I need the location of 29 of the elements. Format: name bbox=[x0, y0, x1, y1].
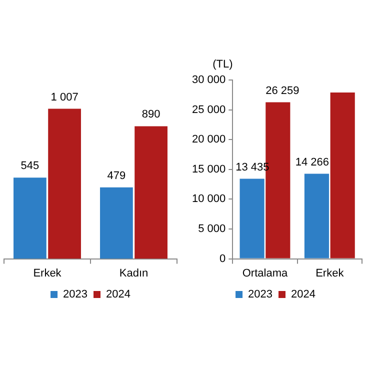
y-tick-label: 15 000 bbox=[192, 163, 226, 176]
bar bbox=[240, 178, 264, 258]
y-tick-label: 30 000 bbox=[192, 74, 226, 86]
data-label: 1 007 bbox=[50, 91, 78, 104]
legend-label: 2023 bbox=[63, 288, 88, 301]
y-axis-title: (TL) bbox=[212, 58, 233, 71]
legend-label: 2023 bbox=[248, 288, 273, 301]
bar bbox=[330, 92, 355, 258]
data-label: 890 bbox=[142, 108, 160, 121]
bar bbox=[48, 108, 81, 259]
data-label: 545 bbox=[20, 160, 40, 172]
x-tick-label: Erkek bbox=[33, 267, 62, 280]
x-tick-label: Erkek bbox=[316, 267, 344, 280]
x-tick-label: Ortalama bbox=[242, 267, 288, 280]
data-label: 26 259 bbox=[266, 84, 300, 97]
legend-label: 2024 bbox=[106, 288, 130, 301]
x-tick-label: Kadın bbox=[119, 267, 148, 280]
y-tick-label: 10 000 bbox=[192, 193, 226, 206]
legend-label: 2024 bbox=[291, 288, 316, 301]
y-tick-label: 5 000 bbox=[198, 223, 226, 236]
bar bbox=[100, 187, 133, 259]
data-label: 14 266 bbox=[295, 156, 330, 168]
y-tick-label: 20 000 bbox=[192, 134, 226, 146]
data-label: 479 bbox=[107, 170, 126, 182]
y-tick-label: 0 bbox=[220, 252, 226, 265]
bar bbox=[304, 174, 330, 258]
bar bbox=[134, 126, 168, 259]
y-tick-label: 25 000 bbox=[192, 104, 226, 116]
bar bbox=[14, 178, 46, 259]
